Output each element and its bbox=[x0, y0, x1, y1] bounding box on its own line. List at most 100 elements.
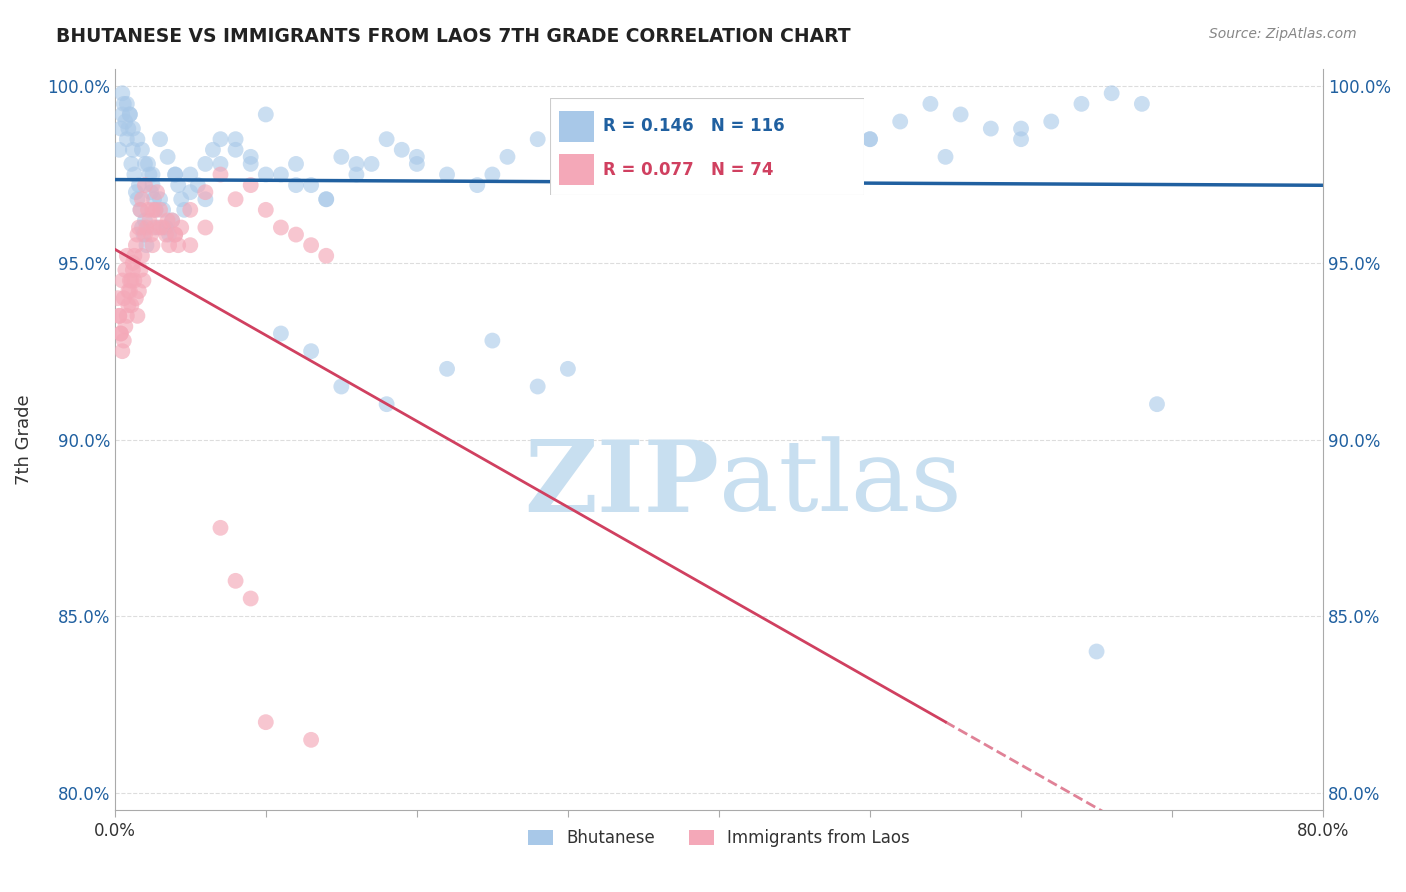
Point bbox=[405, 150, 427, 164]
Point bbox=[889, 114, 911, 128]
Point bbox=[111, 87, 134, 101]
Point bbox=[117, 284, 139, 298]
Point bbox=[1010, 132, 1032, 146]
Point bbox=[135, 220, 157, 235]
Point bbox=[1130, 96, 1153, 111]
Point bbox=[114, 319, 136, 334]
Point bbox=[225, 132, 247, 146]
Point bbox=[134, 213, 156, 227]
Point bbox=[167, 178, 190, 193]
Y-axis label: 7th Grade: 7th Grade bbox=[15, 394, 32, 485]
Point bbox=[225, 192, 247, 206]
Point bbox=[315, 249, 337, 263]
Point bbox=[160, 213, 183, 227]
Point bbox=[285, 178, 308, 193]
Point bbox=[149, 202, 172, 217]
Point bbox=[436, 362, 458, 376]
Point bbox=[146, 185, 169, 199]
Point bbox=[557, 114, 579, 128]
Point bbox=[138, 213, 160, 227]
Point bbox=[141, 168, 163, 182]
Point bbox=[173, 202, 195, 217]
Point bbox=[179, 202, 201, 217]
Point bbox=[557, 362, 579, 376]
Point bbox=[481, 168, 503, 182]
Point bbox=[557, 150, 579, 164]
Point bbox=[120, 298, 142, 312]
Point bbox=[110, 326, 132, 341]
Point bbox=[465, 178, 488, 193]
Point bbox=[225, 143, 247, 157]
Point bbox=[165, 168, 187, 182]
Text: ZIP: ZIP bbox=[524, 435, 718, 533]
Point bbox=[346, 157, 368, 171]
Point bbox=[254, 107, 277, 121]
Point bbox=[375, 397, 398, 411]
Point bbox=[330, 150, 353, 164]
Point bbox=[112, 334, 135, 348]
Point bbox=[129, 202, 152, 217]
Point bbox=[934, 150, 956, 164]
Point bbox=[209, 521, 232, 535]
Point bbox=[128, 284, 150, 298]
Point bbox=[299, 178, 322, 193]
Point bbox=[270, 326, 292, 341]
Point bbox=[149, 132, 172, 146]
Point bbox=[170, 192, 193, 206]
Point bbox=[128, 220, 150, 235]
Point bbox=[143, 220, 166, 235]
Point bbox=[122, 256, 145, 270]
Point bbox=[647, 132, 669, 146]
Point bbox=[132, 227, 155, 242]
Point bbox=[152, 202, 174, 217]
Point bbox=[194, 185, 217, 199]
Point bbox=[125, 291, 148, 305]
Point bbox=[194, 157, 217, 171]
Legend: Bhutanese, Immigrants from Laos: Bhutanese, Immigrants from Laos bbox=[522, 822, 917, 855]
Point bbox=[859, 132, 882, 146]
Point bbox=[112, 291, 135, 305]
Text: Source: ZipAtlas.com: Source: ZipAtlas.com bbox=[1209, 27, 1357, 41]
Point bbox=[799, 107, 821, 121]
Point bbox=[111, 273, 134, 287]
Point bbox=[738, 132, 761, 146]
Point bbox=[152, 220, 174, 235]
Point bbox=[141, 178, 163, 193]
Point bbox=[270, 220, 292, 235]
Point bbox=[299, 238, 322, 252]
Point bbox=[194, 220, 217, 235]
Point bbox=[131, 192, 153, 206]
Point bbox=[155, 227, 177, 242]
Point bbox=[405, 157, 427, 171]
Point bbox=[179, 238, 201, 252]
Point bbox=[209, 157, 232, 171]
Point bbox=[118, 107, 141, 121]
Point bbox=[120, 273, 142, 287]
Point bbox=[165, 227, 187, 242]
Point bbox=[617, 107, 640, 121]
Point bbox=[707, 121, 730, 136]
Point bbox=[270, 168, 292, 182]
Point bbox=[114, 114, 136, 128]
Text: atlas: atlas bbox=[718, 436, 962, 532]
Point bbox=[678, 143, 700, 157]
Point bbox=[299, 344, 322, 359]
Point bbox=[1040, 114, 1063, 128]
Point bbox=[920, 96, 942, 111]
Point bbox=[155, 220, 177, 235]
Point bbox=[187, 178, 209, 193]
Point bbox=[633, 168, 655, 182]
Point bbox=[129, 202, 152, 217]
Point bbox=[859, 132, 882, 146]
Point bbox=[118, 284, 141, 298]
Point bbox=[315, 192, 337, 206]
Point bbox=[391, 143, 413, 157]
Point bbox=[768, 114, 790, 128]
Point bbox=[122, 263, 145, 277]
Point bbox=[136, 202, 159, 217]
Point bbox=[138, 168, 160, 182]
Point bbox=[783, 157, 806, 171]
Point bbox=[239, 157, 262, 171]
Point bbox=[156, 150, 179, 164]
Point bbox=[299, 732, 322, 747]
